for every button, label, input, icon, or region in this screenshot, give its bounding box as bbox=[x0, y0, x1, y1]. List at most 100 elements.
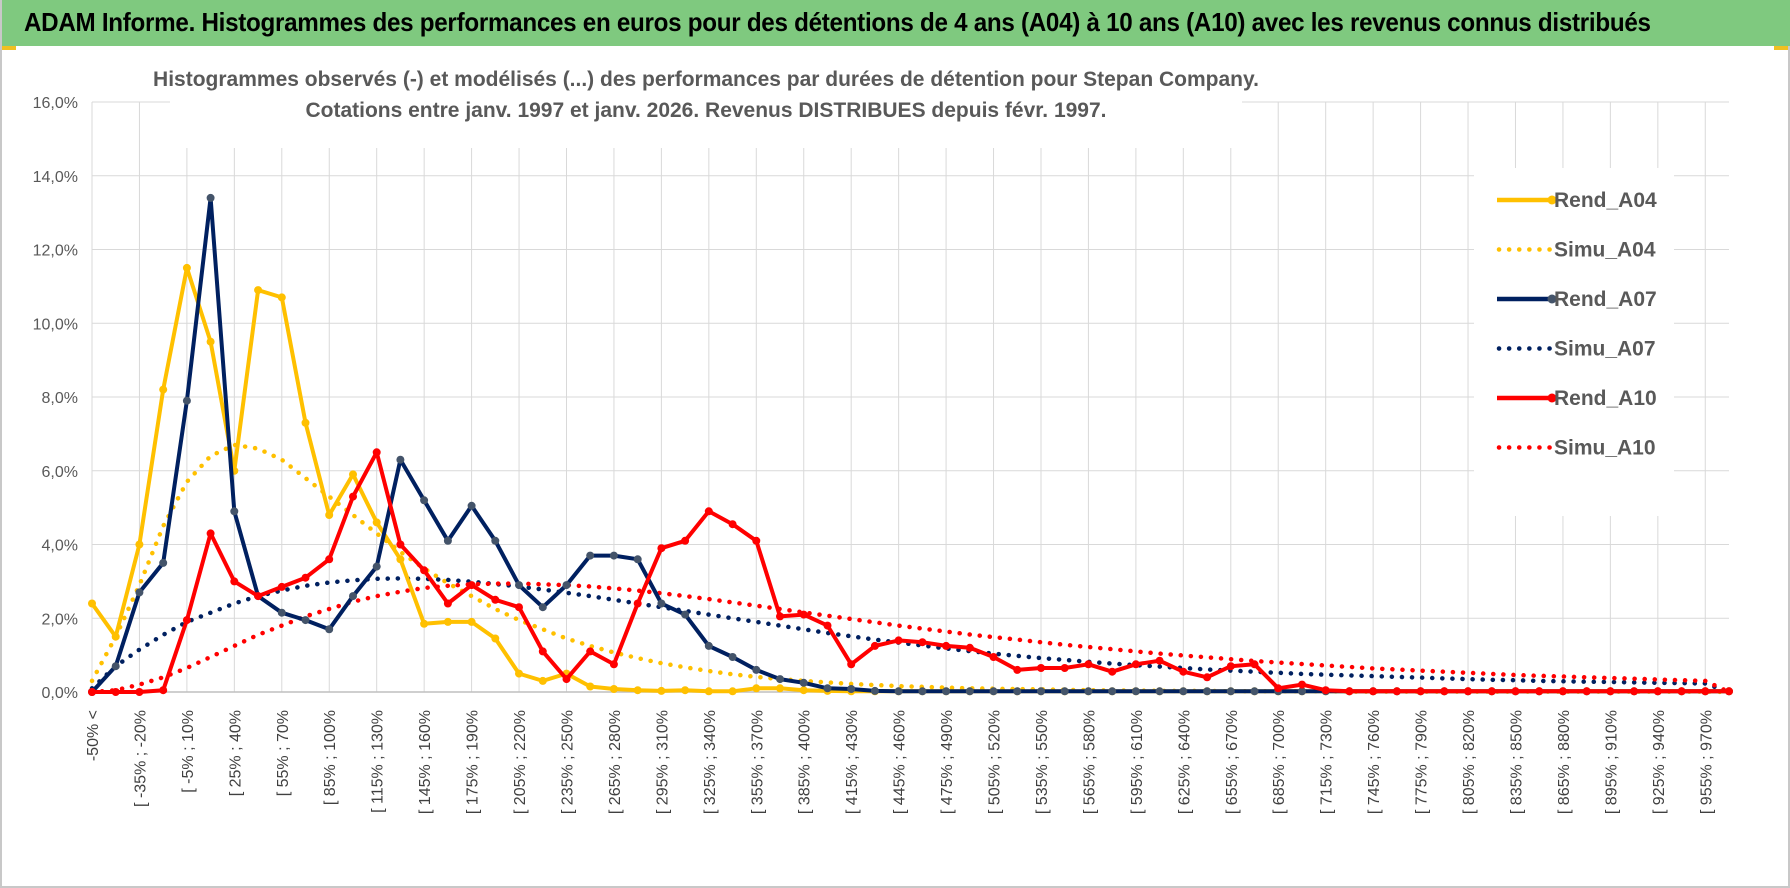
data-point bbox=[1037, 687, 1045, 696]
data-point bbox=[1179, 687, 1188, 696]
data-point bbox=[1369, 687, 1378, 696]
data-point bbox=[1487, 687, 1496, 696]
x-tick-label: [ 835% ; 850% bbox=[1508, 710, 1525, 814]
data-point bbox=[467, 617, 476, 626]
x-tick-label: [ 55% ; 70% bbox=[275, 710, 292, 796]
data-point bbox=[894, 636, 903, 645]
x-tick-label: [ 415% ; 430% bbox=[844, 710, 861, 814]
data-point bbox=[467, 581, 476, 590]
data-point bbox=[776, 675, 784, 684]
data-point bbox=[325, 511, 334, 519]
data-point bbox=[277, 608, 286, 617]
data-point bbox=[1464, 687, 1472, 696]
data-point bbox=[1630, 687, 1639, 696]
chart: 0,0% 2,0% 4,0% 6,0% 8,0% 10,0% 12,0% 14,0% 16,0%… bbox=[33, 62, 1733, 814]
data-point bbox=[1392, 687, 1401, 696]
data-point bbox=[1606, 687, 1615, 696]
data-point bbox=[1179, 667, 1188, 676]
x-tick-label: [ 805% ; 820% bbox=[1461, 710, 1478, 814]
data-point bbox=[515, 603, 523, 612]
legend-label: Simu_A07 bbox=[1554, 338, 1656, 361]
data-point bbox=[88, 688, 96, 696]
data-point bbox=[1060, 664, 1069, 672]
x-tick-label: [ 955% ; 970% bbox=[1698, 710, 1715, 814]
data-point bbox=[586, 647, 595, 656]
data-point bbox=[1108, 687, 1117, 696]
data-point bbox=[1131, 687, 1140, 696]
data-point bbox=[420, 496, 429, 505]
y-tick-label: 0,0% bbox=[42, 685, 78, 702]
data-point bbox=[1653, 687, 1662, 696]
data-point bbox=[111, 688, 120, 696]
series-Simu_A07 bbox=[89, 576, 1732, 695]
data-point bbox=[704, 507, 713, 516]
x-tick-label: [ 295% ; 310% bbox=[654, 710, 671, 814]
data-point bbox=[1250, 687, 1259, 696]
data-point bbox=[1084, 660, 1093, 669]
data-point bbox=[847, 685, 856, 693]
report-banner: ADAM Informe. Histogrammes des performan… bbox=[2, 0, 1790, 46]
data-point bbox=[870, 641, 879, 650]
x-tick-label: [ 325% ; 340% bbox=[702, 710, 719, 814]
data-point bbox=[681, 536, 690, 545]
data-point bbox=[230, 507, 239, 516]
data-point bbox=[349, 492, 357, 501]
data-point bbox=[1226, 662, 1235, 671]
x-tick-label: [ 145% ; 160% bbox=[417, 710, 434, 814]
data-point bbox=[254, 592, 263, 601]
x-tick-label: [ -5% ; 10% bbox=[180, 710, 197, 793]
data-point bbox=[1345, 687, 1354, 696]
data-point bbox=[111, 662, 120, 671]
data-point bbox=[538, 676, 547, 685]
legend-background bbox=[1474, 168, 1674, 516]
y-tick-label: 6,0% bbox=[42, 464, 78, 481]
data-point bbox=[1013, 687, 1022, 696]
data-point bbox=[965, 687, 974, 696]
data-point bbox=[1298, 687, 1306, 696]
data-point bbox=[372, 448, 381, 457]
data-point bbox=[182, 396, 191, 405]
legend-item-Rend_A04: Rend_A04 bbox=[1497, 189, 1657, 212]
data-point bbox=[870, 686, 879, 695]
legend-marker bbox=[1547, 195, 1557, 205]
legend-item-Simu_A07: Simu_A07 bbox=[1496, 338, 1656, 361]
legend-label: Rend_A07 bbox=[1554, 288, 1657, 311]
data-point bbox=[1108, 667, 1117, 676]
data-point bbox=[1440, 687, 1449, 696]
data-point bbox=[88, 599, 96, 608]
x-tick-label: [ 475% ; 490% bbox=[939, 710, 956, 814]
data-point bbox=[491, 634, 500, 643]
data-point bbox=[847, 660, 856, 669]
data-point bbox=[562, 675, 571, 684]
data-point bbox=[1203, 673, 1212, 682]
x-tick-label: [ 175% ; 190% bbox=[465, 710, 482, 814]
legend: Rend_A04 Simu_A04 Rend_A07 Simu_A07 Rend_A10… bbox=[1496, 189, 1657, 460]
data-point bbox=[1511, 687, 1520, 696]
data-point bbox=[657, 686, 666, 695]
data-point bbox=[918, 638, 927, 647]
data-point bbox=[586, 682, 595, 691]
data-point bbox=[657, 599, 666, 608]
data-point bbox=[965, 643, 974, 652]
data-point bbox=[752, 684, 761, 693]
chart-title: Histogrammes observés (-) et modélisés (… bbox=[153, 68, 1259, 91]
legend-label: Simu_A04 bbox=[1554, 239, 1656, 262]
x-tick-label: [ 865% ; 880% bbox=[1556, 710, 1573, 814]
data-point bbox=[609, 685, 618, 693]
data-point bbox=[349, 592, 357, 601]
data-point bbox=[515, 581, 523, 590]
x-tick-label: [ 565% ; 580% bbox=[1081, 710, 1098, 814]
data-point bbox=[776, 612, 784, 621]
data-point bbox=[752, 536, 761, 545]
y-tick-label: 8,0% bbox=[42, 390, 78, 407]
x-tick-label: [ 895% ; 910% bbox=[1603, 710, 1620, 814]
x-tick-label: [ 625% ; 640% bbox=[1176, 710, 1193, 814]
data-point bbox=[799, 678, 808, 687]
data-point bbox=[491, 595, 500, 604]
x-tick-label: -50% < bbox=[85, 710, 102, 761]
chart-subtitle: Cotations entre janv. 1997 et janv. 2026… bbox=[305, 99, 1106, 122]
data-point bbox=[1416, 687, 1425, 696]
data-point bbox=[349, 470, 357, 479]
data-point bbox=[1677, 687, 1686, 696]
